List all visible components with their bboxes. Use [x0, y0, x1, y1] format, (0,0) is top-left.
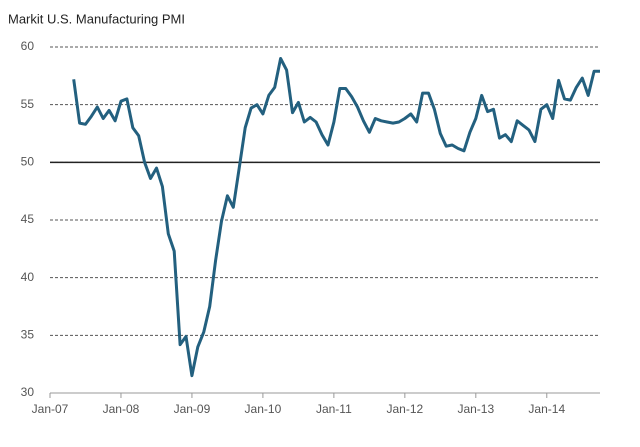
- x-tick-label: Jan-12: [386, 402, 423, 416]
- y-tick-label: 30: [21, 385, 35, 399]
- y-tick-label: 35: [21, 328, 35, 342]
- x-tick-label: Jan-14: [528, 402, 565, 416]
- line-series: [72, 57, 600, 378]
- x-tick-label: Jan-13: [457, 402, 494, 416]
- y-tick-label: 55: [21, 97, 35, 111]
- x-tick-label: Jan-11: [316, 402, 352, 416]
- x-tick-label: Jan-10: [245, 402, 282, 416]
- x-tick-label: Jan-09: [174, 402, 211, 416]
- y-tick-label: 60: [21, 39, 35, 53]
- y-tick-label: 50: [21, 155, 35, 169]
- chart-title: Markit U.S. Manufacturing PMI: [8, 11, 185, 26]
- y-tick-label: 45: [21, 212, 35, 226]
- x-tick-label: Jan-08: [103, 402, 140, 416]
- x-tick-label: Jan-07: [32, 402, 69, 416]
- y-tick-label: 40: [21, 270, 35, 284]
